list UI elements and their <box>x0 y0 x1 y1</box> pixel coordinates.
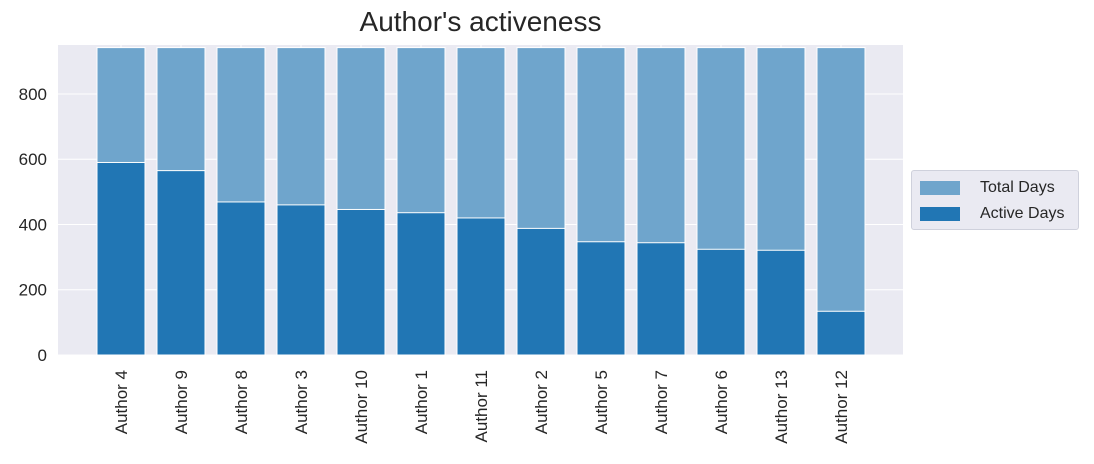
y-tick-labels: 0 200 400 600 800 <box>19 85 47 365</box>
y-tick-label: 0 <box>38 346 47 365</box>
y-tick-label: 800 <box>19 85 47 104</box>
legend-swatch-total-days <box>920 181 960 195</box>
bar-active-days <box>576 241 626 356</box>
bar-active-days <box>336 208 386 356</box>
legend-item-total-days: Total Days <box>920 178 1055 198</box>
y-tick-label: 200 <box>19 281 47 300</box>
x-tick-labels: Author 4 Author 9 Author 8 Author 3 Author 1… <box>112 370 851 444</box>
bar-active-days <box>756 249 806 356</box>
bar-active-days <box>816 310 866 356</box>
x-tick-label: Author 6 <box>712 370 731 434</box>
bar-active-days <box>276 204 326 356</box>
bar-active-days <box>156 170 206 356</box>
x-tick-label: Author 10 <box>352 370 371 444</box>
x-tick-label: Author 4 <box>112 370 131 434</box>
bar-total-days <box>816 47 866 356</box>
y-tick-label: 400 <box>19 215 47 234</box>
legend-swatch-active-days <box>920 207 960 221</box>
x-tick-label: Author 3 <box>292 370 311 434</box>
x-tick-label: Author 11 <box>472 370 491 442</box>
bars <box>96 47 866 356</box>
x-tick-label: Author 8 <box>232 370 251 434</box>
y-tick-label: 600 <box>19 150 47 169</box>
bar-active-days <box>696 248 746 356</box>
bar-active-days <box>636 242 686 356</box>
chart-title: Author's activeness <box>359 6 602 37</box>
x-tick-label: Author 13 <box>772 370 791 444</box>
legend-item-active-days: Active Days <box>920 204 1064 224</box>
x-tick-label: Author 9 <box>172 370 191 434</box>
bar-active-days <box>216 201 266 356</box>
x-tick-label: Author 12 <box>832 370 851 444</box>
bar-active-days <box>396 212 446 356</box>
bar-active-days <box>516 227 566 356</box>
bar-active-days <box>96 161 146 356</box>
legend: Total Days Active Days <box>911 170 1079 230</box>
x-tick-label: Author 7 <box>652 370 671 434</box>
x-tick-label: Author 2 <box>532 370 551 434</box>
legend-label-total-days: Total Days <box>980 179 1055 196</box>
x-tick-label: Author 5 <box>592 370 611 434</box>
bar-active-days <box>456 217 506 356</box>
x-tick-label: Author 1 <box>412 370 431 434</box>
legend-label-active-days: Active Days <box>980 205 1065 222</box>
